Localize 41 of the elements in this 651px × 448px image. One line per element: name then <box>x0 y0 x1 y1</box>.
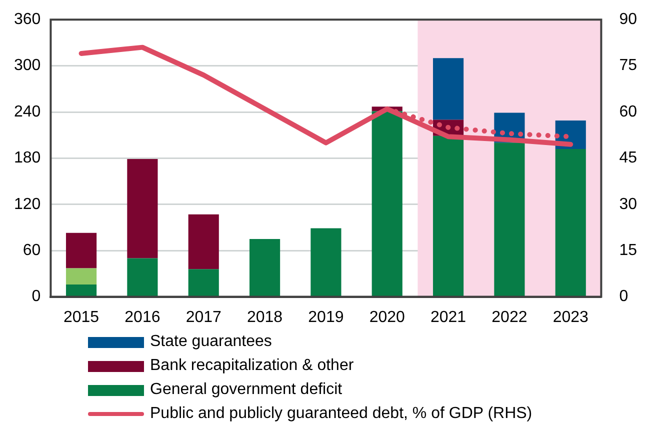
x-tick-label: 2020 <box>369 308 406 326</box>
x-tick-label: 2016 <box>124 308 160 326</box>
x-tick-label: 2017 <box>186 308 222 326</box>
bar <box>188 214 219 270</box>
y2-tick-label: 90 <box>619 11 638 28</box>
bar <box>66 284 97 296</box>
bar <box>127 258 158 296</box>
bar <box>372 111 402 296</box>
y2-tick-label: 15 <box>619 242 638 260</box>
bar <box>494 142 525 296</box>
legend-label: Bank recapitalization & other <box>150 357 354 375</box>
x-tick-label: 2019 <box>308 308 344 326</box>
y-tick-label: 60 <box>22 242 41 260</box>
bar <box>555 148 586 296</box>
y-tick-label: 240 <box>14 103 41 120</box>
bar <box>249 239 280 296</box>
x-tick-label: 2023 <box>552 308 589 326</box>
bar <box>127 158 158 258</box>
x-tick-label: 2021 <box>430 308 466 326</box>
bar <box>310 228 342 296</box>
bar <box>66 268 97 284</box>
legend-label: General government deficit <box>150 381 342 399</box>
bar <box>432 58 464 120</box>
x-tick-label: 2022 <box>492 308 528 326</box>
y2-tick-label: 60 <box>619 103 638 120</box>
y-tick-label: 0 <box>32 288 41 306</box>
bar <box>66 232 97 268</box>
bar <box>188 269 219 296</box>
x-tick-label: 2018 <box>246 308 283 326</box>
y2-tick-label: 45 <box>619 150 638 167</box>
y-tick-label: 360 <box>14 11 41 28</box>
legend-label: State guarantees <box>150 333 272 351</box>
y2-tick-label: 30 <box>619 196 638 213</box>
y2-tick-label: 0 <box>619 288 628 306</box>
bar <box>432 136 464 296</box>
y-tick-label: 180 <box>14 150 41 167</box>
y-tick-label: 300 <box>14 57 41 74</box>
y2-tick-label: 75 <box>619 57 638 74</box>
y-tick-label: 120 <box>14 196 41 213</box>
legend-label: Public and publicly guaranteed debt, % of GDP (RHS) <box>150 405 532 423</box>
x-tick-label: 2015 <box>63 308 100 326</box>
